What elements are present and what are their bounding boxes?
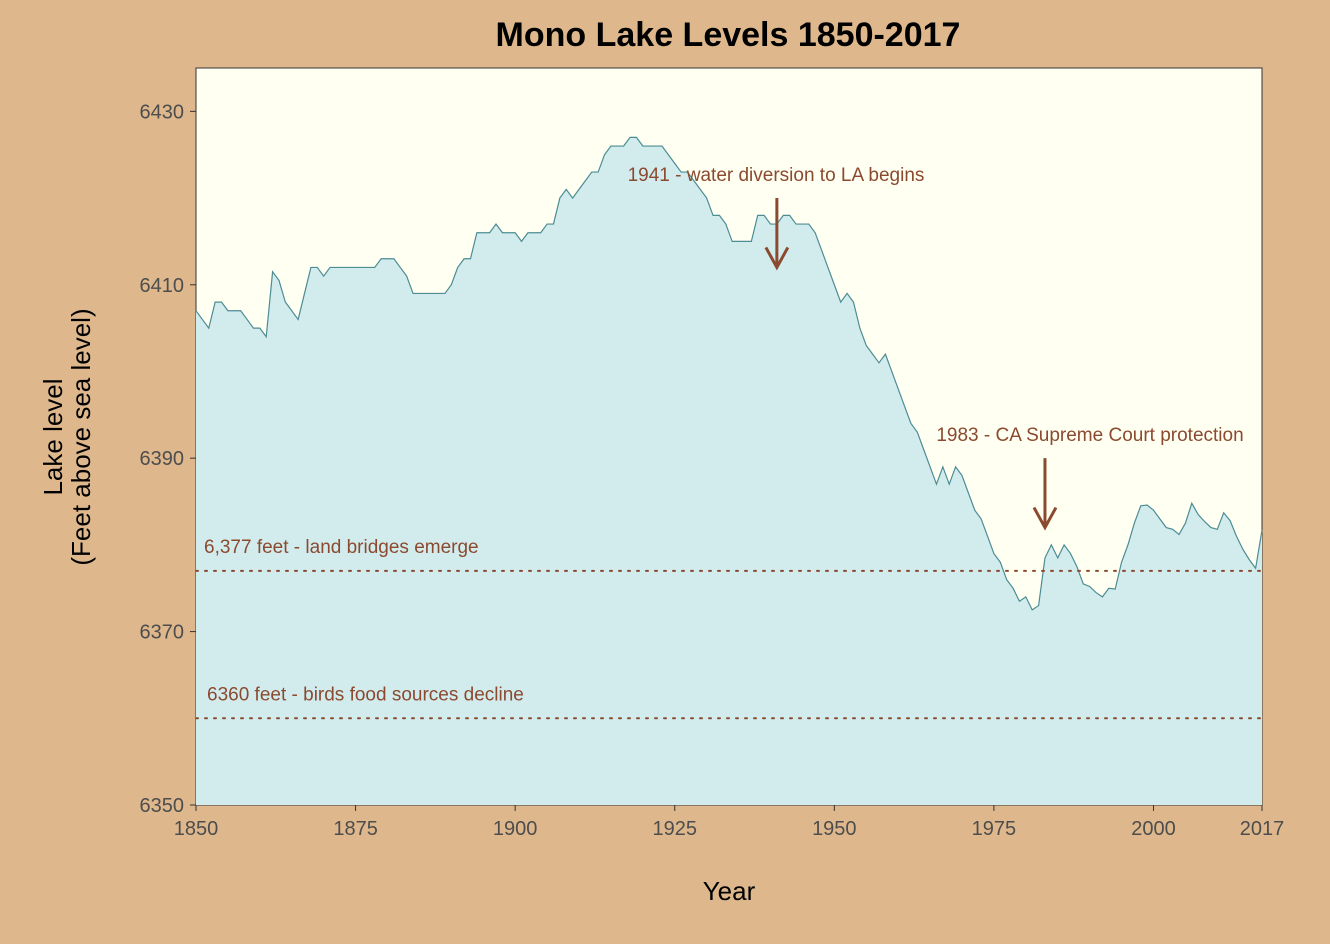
x-tick-label-1850: 1850 bbox=[174, 818, 219, 840]
y-tick-label-6370: 6370 bbox=[140, 622, 185, 644]
chart-title: Mono Lake Levels 1850-2017 bbox=[496, 16, 961, 54]
lake-level-area bbox=[196, 137, 1262, 806]
y-tick-label-6410: 6410 bbox=[140, 275, 185, 297]
y-axis-title-line-1: Lake level bbox=[38, 378, 68, 495]
reference-label-6377: 6,377 feet - land bridges emerge bbox=[204, 537, 479, 558]
x-axis-title: Year bbox=[703, 876, 756, 906]
x-tick-label-1975: 1975 bbox=[972, 818, 1017, 840]
lake-level-line bbox=[195, 136, 1263, 611]
axes: 1850 1875 1900 1925 1950 1975 2000 2017 6350 6370… bbox=[140, 101, 1285, 840]
y-tick-label-6350: 6350 bbox=[140, 795, 185, 817]
x-tick-label-2000: 2000 bbox=[1131, 818, 1176, 840]
annotations: 1941 - water diversion to LA begins 1983 … bbox=[628, 165, 1244, 531]
annotation-arrowhead-1983 bbox=[1032, 506, 1058, 531]
y-tick-label-6390: 6390 bbox=[140, 448, 185, 470]
annotation-arrowhead-1941 bbox=[764, 246, 790, 271]
y-tick-label-6430: 6430 bbox=[140, 101, 185, 123]
reference-label-6360: 6360 feet - birds food sources decline bbox=[207, 684, 524, 705]
area-layer bbox=[195, 136, 1263, 806]
y-axis-title-line-2: (Feet above sea level) bbox=[66, 308, 96, 565]
annotation-label-1983: 1983 - CA Supreme Court protection bbox=[936, 425, 1243, 446]
x-tick-label-1875: 1875 bbox=[333, 818, 378, 840]
x-tick-label-1950: 1950 bbox=[812, 818, 857, 840]
x-tick-label-2017: 2017 bbox=[1240, 818, 1285, 840]
x-tick-label-1925: 1925 bbox=[652, 818, 697, 840]
annotation-label-1941: 1941 - water diversion to LA begins bbox=[628, 165, 925, 186]
x-tick-label-1900: 1900 bbox=[493, 818, 538, 840]
reference-lines: 6,377 feet - land bridges emerge 6360 fee… bbox=[195, 537, 1263, 720]
